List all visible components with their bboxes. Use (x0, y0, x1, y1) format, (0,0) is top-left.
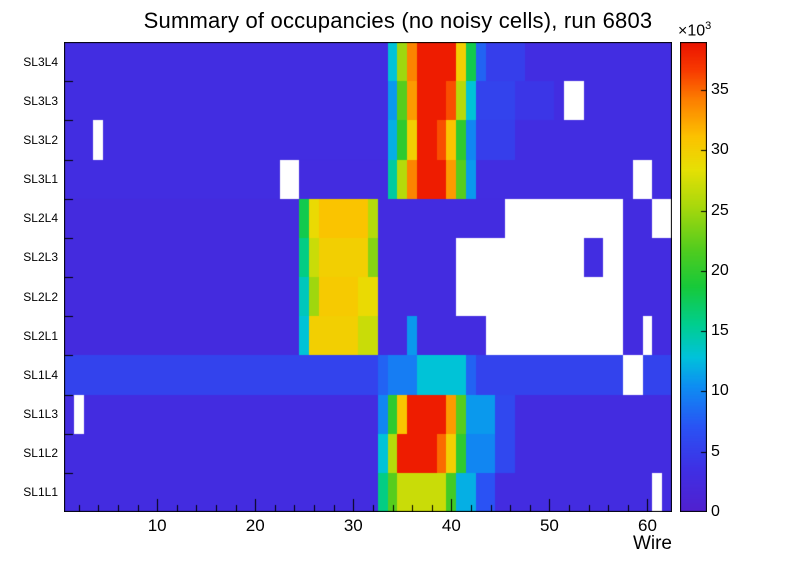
chart-title: Summary of occupancies (no noisy cells),… (143, 8, 653, 33)
x-axis-label: Wire (632, 533, 672, 554)
colorbar-tick-label: 35 (711, 81, 729, 99)
x-tick-label: 60 (638, 516, 657, 535)
colorbar (680, 42, 707, 512)
y-axis-label: SL1L4 (23, 367, 58, 382)
x-tick-label: 50 (539, 516, 559, 535)
y-axis-label: SL1L2 (23, 446, 58, 461)
y-axis-label: SL3L2 (23, 132, 58, 147)
colorbar-tick-label: 5 (711, 442, 720, 460)
colorbar-tick-label: 10 (711, 382, 729, 400)
colorbar-tick-label: 15 (711, 322, 729, 340)
y-axis-label: SL3L4 (23, 54, 58, 69)
heatmap-plot-area (64, 42, 672, 512)
colorbar-exponent-base: ×10 (678, 22, 706, 40)
y-axis-label: SL1L3 (23, 407, 58, 422)
y-axis-label: SL3L1 (23, 172, 58, 187)
x-tick-label: 40 (441, 516, 461, 535)
y-axis-label: SL2L1 (23, 328, 58, 343)
y-axis-label: SL3L3 (23, 93, 58, 108)
colorbar-exponent-power: 3 (705, 20, 712, 32)
x-tick-label: 10 (147, 516, 167, 535)
colorbar-tick-label: 0 (711, 503, 720, 520)
y-axis-label: SL2L2 (23, 289, 58, 304)
y-axis-label: SL2L4 (23, 211, 58, 226)
x-tick-label: 30 (343, 516, 363, 535)
colorbar-tick-label: 20 (711, 261, 729, 279)
y-axis-label: SL1L1 (23, 485, 58, 500)
colorbar-tick-label: 25 (711, 201, 729, 219)
y-axis-label: SL2L3 (23, 250, 58, 265)
colorbar-exponent-label: ×103 (678, 20, 711, 40)
colorbar-tick-label: 30 (711, 141, 729, 159)
x-tick-label: 20 (245, 516, 265, 535)
